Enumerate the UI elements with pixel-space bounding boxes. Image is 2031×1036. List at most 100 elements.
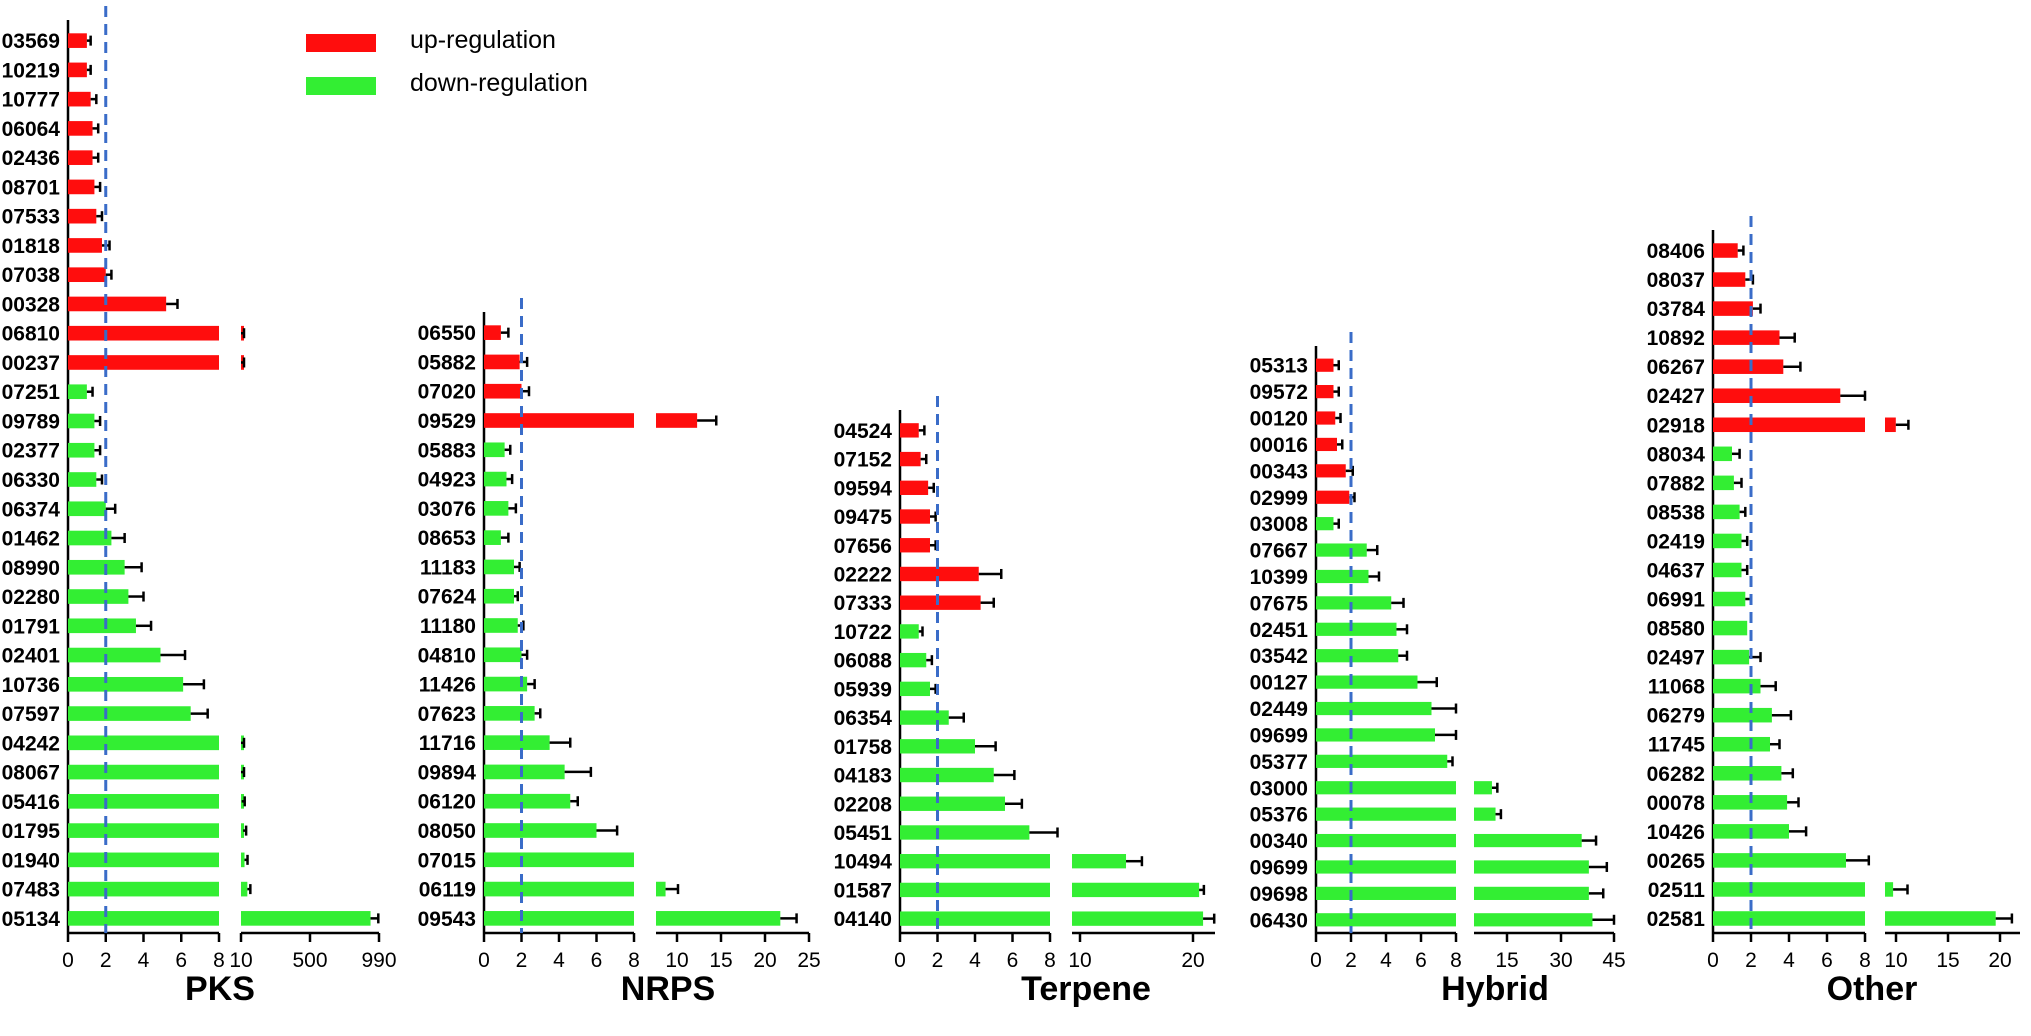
bar (1713, 359, 1784, 374)
bar-continued (1474, 913, 1593, 927)
x-tick-label: 20 (1988, 949, 2011, 972)
x-tick-label: 0 (1707, 949, 1719, 972)
category-label: 05882 (418, 351, 476, 374)
bar (1316, 569, 1369, 584)
category-label: 01462 (2, 528, 60, 551)
category-label: 07675 (1250, 592, 1309, 615)
bar-row: 01758 (834, 736, 997, 759)
bar (1713, 417, 1865, 433)
bar (1316, 701, 1432, 716)
bar-row: 01818 (2, 235, 111, 258)
bar (68, 530, 112, 546)
bar-row: 07882 (1647, 472, 1743, 495)
bar (1316, 833, 1456, 848)
bar-continued (656, 881, 666, 897)
bar (900, 595, 981, 610)
bar (1316, 754, 1448, 768)
bar (484, 588, 514, 604)
bar-row: 10494 (834, 851, 1144, 874)
bar (68, 325, 219, 341)
category-label: 00237 (2, 352, 60, 375)
category-label: 03784 (1647, 298, 1706, 321)
bar (900, 796, 1005, 811)
bar-row: 05313 (1250, 355, 1340, 378)
bar-row: 03542 (1250, 645, 1409, 668)
category-label: 10426 (1647, 821, 1705, 844)
x-tick-label: 500 (292, 949, 327, 972)
bar (1316, 781, 1456, 795)
category-label: 03000 (1250, 777, 1308, 800)
bar-row: 01587 (834, 879, 1206, 902)
bar-row: 02280 (2, 586, 145, 609)
category-label: 06088 (834, 650, 893, 673)
category-label: 02511 (1648, 879, 1706, 902)
bar-row: 05451 (834, 822, 1059, 845)
category-label: 01818 (2, 235, 61, 258)
panel-title: NRPS (621, 970, 715, 1008)
bar-row: 02581 (1647, 908, 2014, 931)
bar (900, 423, 919, 438)
x-tick-label: 10 (665, 949, 688, 972)
category-label: 06267 (1647, 356, 1705, 379)
bar (1713, 475, 1734, 491)
bar (68, 911, 219, 926)
category-label: 02222 (834, 563, 892, 586)
legend-down-label: down-regulation (410, 69, 588, 97)
category-label: 05313 (1250, 355, 1308, 378)
bar (1713, 649, 1750, 665)
bar-row: 06991 (1647, 589, 1753, 612)
bar-row: 07333 (834, 592, 995, 615)
bar-row: 08701 (2, 176, 102, 199)
bar (484, 706, 535, 721)
category-label: 10736 (2, 674, 60, 697)
bar-row: 06330 (2, 469, 104, 492)
category-label: 08037 (1647, 269, 1705, 292)
category-label: 03569 (2, 30, 60, 53)
bar-row: 11068 (1648, 676, 1777, 699)
bar (900, 566, 979, 582)
bar (1316, 543, 1367, 557)
category-label: 09594 (834, 477, 893, 500)
bar (1316, 622, 1397, 636)
bar-continued (241, 881, 248, 897)
bar-row: 03076 (418, 498, 518, 521)
category-label: 00343 (1250, 460, 1308, 483)
bar (68, 647, 161, 663)
category-label: 04923 (418, 469, 476, 492)
bar-row: 02377 (2, 440, 102, 463)
bar-continued (656, 413, 698, 428)
x-tick-label: 8 (1450, 949, 1462, 972)
bar-row: 05939 (834, 678, 937, 701)
x-tick-label: 4 (553, 949, 565, 972)
category-label: 08653 (418, 527, 476, 550)
panel-title: Hybrid (1441, 970, 1549, 1008)
category-label: 07038 (2, 264, 61, 287)
bar-row: 09594 (834, 477, 935, 500)
category-label: 03008 (1250, 513, 1309, 536)
category-label: 04140 (834, 908, 892, 931)
category-label: 07667 (1250, 540, 1308, 563)
bar-row: 07533 (2, 206, 104, 229)
bar-row: 07624 (418, 586, 519, 609)
category-label: 06119 (419, 879, 476, 902)
bar (68, 501, 106, 517)
bar-row: 05883 (418, 439, 512, 462)
bar (68, 823, 219, 838)
bar-row: 00016 (1250, 434, 1344, 457)
category-label: 02451 (1250, 619, 1309, 642)
bar-continued (656, 911, 781, 926)
bar-row: 03008 (1250, 513, 1340, 536)
bar-row: 01795 (2, 820, 248, 843)
category-label: 07333 (834, 592, 892, 615)
category-label: 08701 (2, 176, 61, 199)
bar-continued (1474, 833, 1582, 848)
x-tick-label: 10 (229, 949, 252, 972)
bar-row: 02999 (1250, 487, 1356, 510)
category-label: 01587 (834, 879, 892, 902)
x-tick-label: 6 (1415, 949, 1427, 972)
bar (68, 91, 91, 107)
bar (1713, 243, 1738, 258)
category-label: 11180 (420, 615, 476, 638)
category-label: 04637 (1647, 559, 1705, 582)
